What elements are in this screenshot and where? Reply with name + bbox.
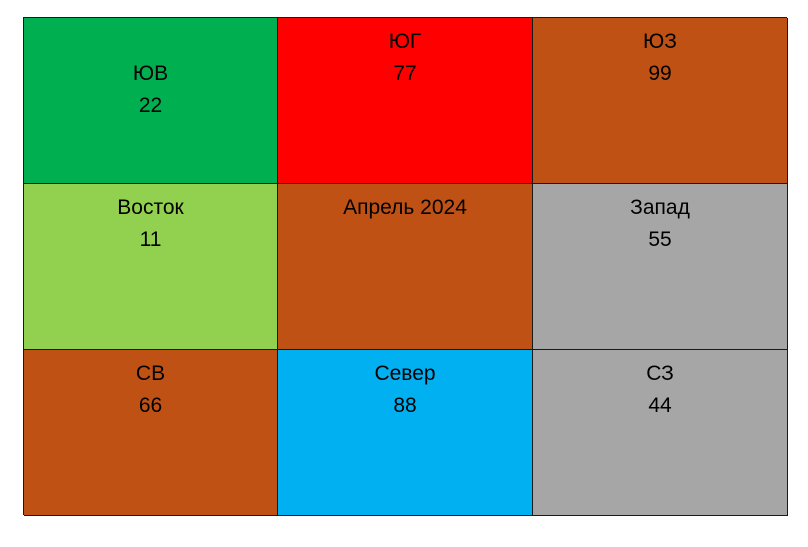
cell-south-value: 77 <box>393 62 417 85</box>
cell-west-value: 55 <box>648 228 672 251</box>
cell-east-value: 11 <box>139 228 162 251</box>
cell-east-label: Восток <box>117 196 184 219</box>
cell-southeast-value: 22 <box>138 94 163 117</box>
cell-northeast-label: СВ <box>135 362 166 385</box>
cell-north-value: 88 <box>393 394 417 417</box>
cell-south: ЮГ 77 <box>278 18 533 184</box>
cell-west-label: Запад <box>630 196 690 219</box>
cell-east: Восток 11 <box>24 184 278 350</box>
cell-northwest-value: 44 <box>648 394 672 417</box>
cell-southeast: ЮВ 22 <box>24 18 278 184</box>
cell-northeast: СВ 66 <box>24 350 278 516</box>
cell-southeast-label: ЮВ <box>132 62 169 85</box>
cell-south-label: ЮГ <box>388 30 422 53</box>
cell-southwest: ЮЗ 99 <box>533 18 788 184</box>
cell-north: Север 88 <box>278 350 533 516</box>
cell-southwest-label: ЮЗ <box>643 30 677 53</box>
cell-center-title: Апрель 2024 <box>343 196 467 219</box>
cell-west: Запад 55 <box>533 184 788 350</box>
cell-southwest-value: 99 <box>648 62 672 85</box>
cell-northeast-value: 66 <box>138 394 163 417</box>
cell-center: Апрель 2024 <box>278 184 533 350</box>
cell-northwest-label: СЗ <box>646 362 674 385</box>
cell-northwest: СЗ 44 <box>533 350 788 516</box>
cell-north-label: Север <box>374 362 436 385</box>
direction-grid: ЮВ 22 ЮГ 77 ЮЗ 99 Восток 11 Апрель 2024 … <box>23 17 788 516</box>
